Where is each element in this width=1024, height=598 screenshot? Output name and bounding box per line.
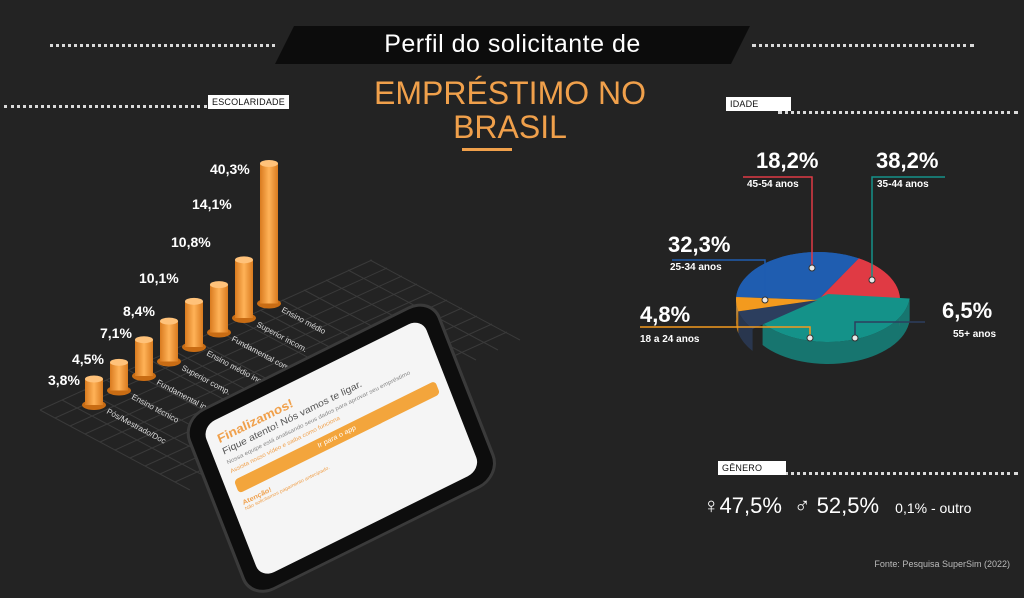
age-percent-label: 4,8% [640, 302, 691, 327]
title-banner [275, 26, 750, 64]
bar-1 [107, 358, 131, 396]
bar-2 [132, 336, 156, 381]
bar-5 [207, 281, 231, 338]
pie-slice-side-3 [738, 311, 753, 351]
bar-value-label: 10,8% [171, 234, 211, 250]
title-underline [462, 148, 512, 151]
bar-value-label: 40,3% [210, 161, 250, 177]
male-icon: ♂ [794, 493, 811, 518]
bar-value-label: 7,1% [100, 325, 132, 341]
gender-section-label: GÊNERO [718, 461, 787, 475]
age-range-label: 18 a 24 anos [640, 334, 700, 345]
pie-leader-0 [672, 259, 769, 304]
other-percent: 0,1% - outro [895, 500, 972, 516]
pie-slice-1 [818, 258, 900, 305]
age-percent-label: 6,5% [942, 298, 993, 323]
bar-7 [257, 160, 281, 309]
bar-value-label: 4,5% [72, 351, 104, 367]
bar-3 [157, 317, 181, 367]
age-range-label: 35-44 anos [877, 179, 929, 190]
pie-slice-side-4 [736, 296, 739, 334]
age-pie-chart [640, 176, 945, 364]
age-range-label: 45-54 anos [747, 179, 799, 190]
source-note: Fonte: Pesquisa SuperSim (2022) [874, 559, 1010, 569]
dotted-line-education [4, 105, 207, 108]
pie-slice-3 [738, 300, 818, 329]
pie-leader-4 [640, 326, 814, 342]
bar-value-label: 14,1% [192, 196, 232, 212]
age-range-label: 25-34 anos [670, 262, 722, 273]
dotted-line-age [778, 111, 1018, 114]
pie-leader-1 [743, 176, 816, 272]
pie-leader-3 [851, 321, 925, 342]
bar-value-label: 10,1% [139, 270, 179, 286]
female-icon: ♀ [703, 493, 720, 518]
pie-slice-0 [736, 251, 859, 300]
bar-0 [82, 375, 106, 410]
gender-stats: ♀47,5% ♂ 52,5% 0,1% - outro [703, 493, 971, 519]
age-percent-label: 18,2% [756, 148, 819, 173]
age-range-label: 55+ anos [953, 329, 997, 340]
education-section-label: ESCOLARIDADE [208, 95, 289, 109]
dotted-line-top-right [752, 44, 974, 47]
dotted-line-top [50, 44, 275, 47]
pie-leader-2 [868, 176, 945, 284]
pie-slice-2 [762, 294, 910, 342]
age-section-label: IDADE [726, 97, 791, 111]
page-title: Perfil do solicitante de [384, 30, 641, 58]
dotted-line-gender [778, 472, 1018, 475]
age-percent-label: 38,2% [876, 148, 939, 173]
bar-value-label: 3,8% [48, 372, 80, 388]
page-subtitle: EMPRÉSTIMO NO BRASIL [373, 75, 646, 145]
bar-4 [182, 297, 206, 352]
age-percent-label: 32,3% [668, 232, 731, 257]
male-percent: 52,5% [816, 493, 880, 518]
pie-slice-4 [736, 296, 818, 312]
pie-slice-side-2 [762, 298, 910, 364]
bar-value-label: 8,4% [123, 303, 155, 319]
bar-6 [232, 256, 256, 323]
female-percent: 47,5% [719, 493, 782, 518]
